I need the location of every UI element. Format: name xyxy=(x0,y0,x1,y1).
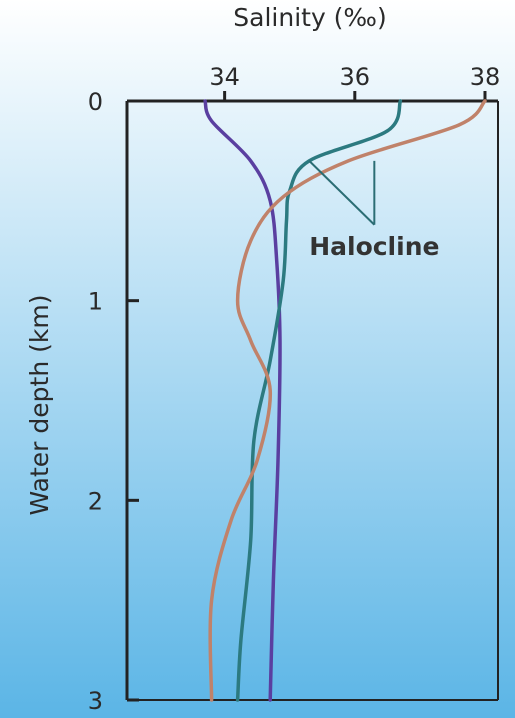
x-tick-label: 34 xyxy=(209,63,240,91)
x-tick-label: 38 xyxy=(470,63,501,91)
y-tick-label: 0 xyxy=(88,88,103,116)
halocline-pointer xyxy=(308,160,376,226)
y-tick-label: 3 xyxy=(88,687,103,715)
x-axis-ticks: 34 36 38 xyxy=(209,63,500,101)
plot-frame xyxy=(125,99,499,701)
halocline-label: Halocline xyxy=(309,232,439,261)
x-tick-label: 36 xyxy=(340,63,371,91)
teal-salinity-line xyxy=(235,99,403,702)
y-axis-ticks: 0 1 2 3 xyxy=(88,88,139,715)
purple-salinity-line xyxy=(203,99,282,702)
y-tick-label: 2 xyxy=(88,487,103,515)
orange-salinity-line xyxy=(208,99,487,702)
annotation-layer: Halocline xyxy=(308,160,439,261)
y-axis-title: Water depth (km) xyxy=(25,295,54,516)
y-tick-label: 1 xyxy=(88,288,103,316)
x-axis-title: Salinity (‰) xyxy=(233,3,386,32)
series-layer xyxy=(203,99,487,702)
